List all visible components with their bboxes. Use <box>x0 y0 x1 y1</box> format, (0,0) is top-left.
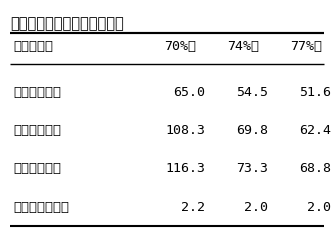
Text: 51.6: 51.6 <box>299 86 331 99</box>
Text: 116.3: 116.3 <box>165 162 205 175</box>
Text: 初回授精日数: 初回授精日数 <box>13 162 61 175</box>
Text: 授　精　回　数: 授 精 回 数 <box>13 201 69 214</box>
Text: 2.0: 2.0 <box>244 201 268 214</box>
Text: 62.4: 62.4 <box>299 124 331 137</box>
Text: 初回排卵日数: 初回排卵日数 <box>13 86 61 99</box>
Text: 70%区: 70%区 <box>165 40 196 53</box>
Text: 発情回帰日数: 発情回帰日数 <box>13 124 61 137</box>
Text: 項　　　目: 項 目 <box>13 40 53 53</box>
Text: 77%区: 77%区 <box>290 40 322 53</box>
Text: 68.8: 68.8 <box>299 162 331 175</box>
Text: 108.3: 108.3 <box>165 124 205 137</box>
Text: 2.2: 2.2 <box>181 201 205 214</box>
Text: 69.8: 69.8 <box>236 124 268 137</box>
Text: 54.5: 54.5 <box>236 86 268 99</box>
Text: 74%区: 74%区 <box>227 40 259 53</box>
Text: 表３．分娩後の繁殖機能回復: 表３．分娩後の繁殖機能回復 <box>10 16 124 31</box>
Text: 73.3: 73.3 <box>236 162 268 175</box>
Text: 2.0: 2.0 <box>307 201 331 214</box>
Text: 65.0: 65.0 <box>173 86 205 99</box>
